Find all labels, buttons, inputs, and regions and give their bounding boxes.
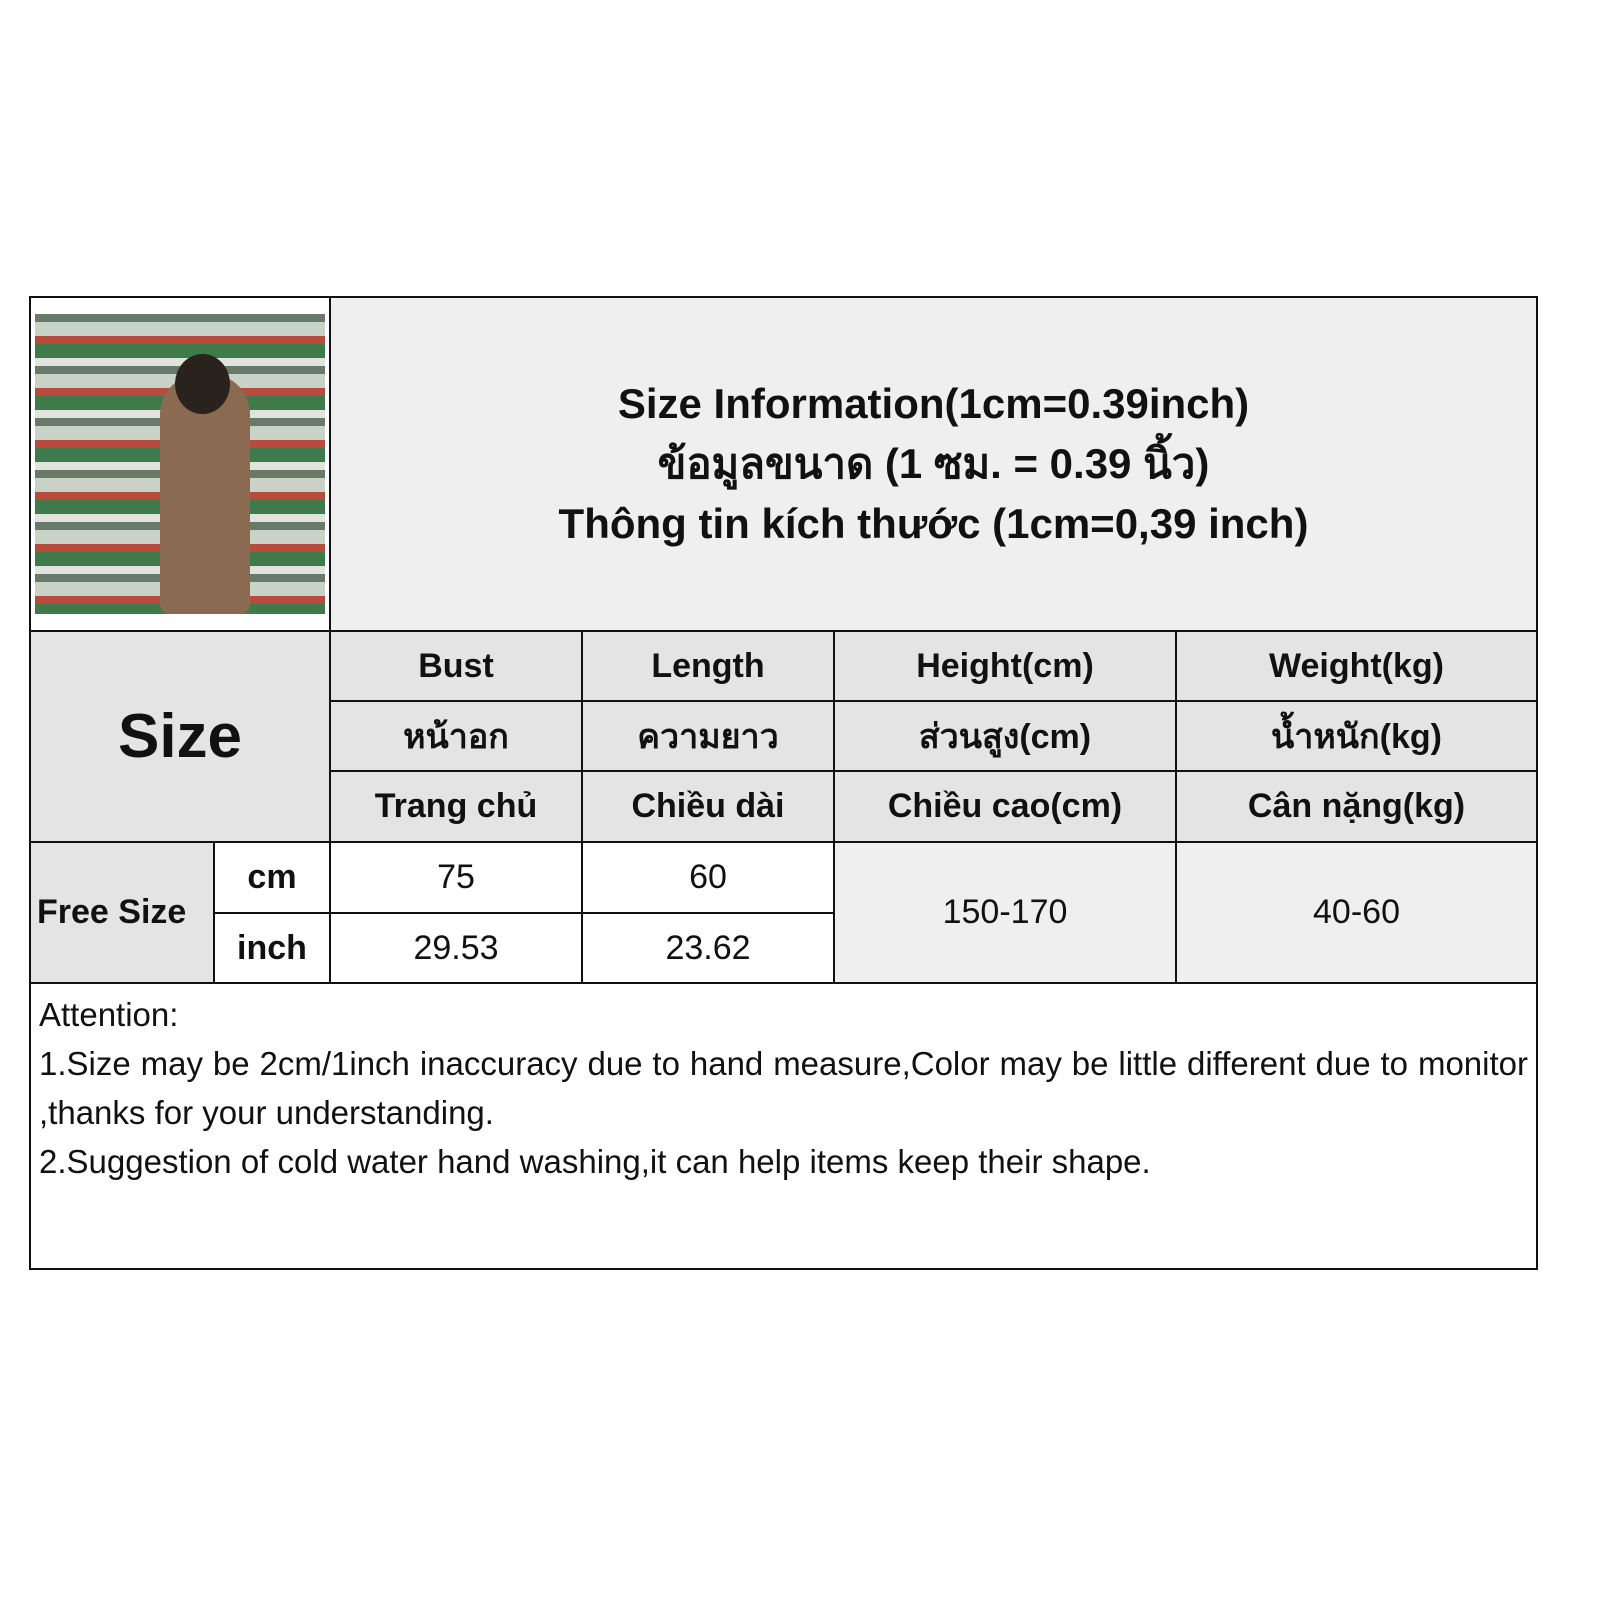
header-height-th: ส่วนสูง(cm) bbox=[833, 700, 1177, 772]
header-length-th: ความยาว bbox=[581, 700, 835, 772]
header-weight-th: น้ำหนัก(kg) bbox=[1175, 700, 1538, 772]
attention-note-2: 2.Suggestion of cold water hand washing,… bbox=[39, 1143, 1151, 1180]
header-length-en: Length bbox=[581, 630, 835, 702]
header-weight-en: Weight(kg) bbox=[1175, 630, 1538, 702]
title-th: ข้อมูลขนาด (1 ซม. = 0.39 นิ้ว) bbox=[657, 440, 1210, 487]
unit-inch: inch bbox=[213, 912, 331, 984]
header-bust-vi: Trang chủ bbox=[329, 770, 583, 843]
header-weight-vi: Cân nặng(kg) bbox=[1175, 770, 1538, 843]
header-bust-th: หน้าอก bbox=[329, 700, 583, 772]
product-photo bbox=[35, 314, 325, 614]
attention-notes: Attention: 1.Size may be 2cm/1inch inacc… bbox=[29, 982, 1538, 1270]
title-vi: Thông tin kích thước (1cm=0,39 inch) bbox=[558, 500, 1309, 547]
header-height-vi: Chiều cao(cm) bbox=[833, 770, 1177, 843]
attention-heading: Attention: bbox=[39, 996, 179, 1033]
length-inch: 23.62 bbox=[581, 912, 835, 984]
header-height-en: Height(cm) bbox=[833, 630, 1177, 702]
free-size-label: Free Size bbox=[29, 841, 215, 984]
title-en: Size Information(1cm=0.39inch) bbox=[617, 380, 1250, 427]
header-bust-en: Bust bbox=[329, 630, 583, 702]
size-header: Size bbox=[29, 630, 331, 843]
header-length-vi: Chiều dài bbox=[581, 770, 835, 843]
bust-cm: 75 bbox=[329, 841, 583, 914]
bust-inch: 29.53 bbox=[329, 912, 583, 984]
weight-range: 40-60 bbox=[1175, 841, 1538, 984]
attention-note-1: 1.Size may be 2cm/1inch inaccuracy due t… bbox=[39, 1045, 1528, 1131]
title-cell: Size Information(1cm=0.39inch) ข้อมูลขนา… bbox=[329, 296, 1538, 632]
length-cm: 60 bbox=[581, 841, 835, 914]
unit-cm: cm bbox=[213, 841, 331, 914]
height-range: 150-170 bbox=[833, 841, 1177, 984]
